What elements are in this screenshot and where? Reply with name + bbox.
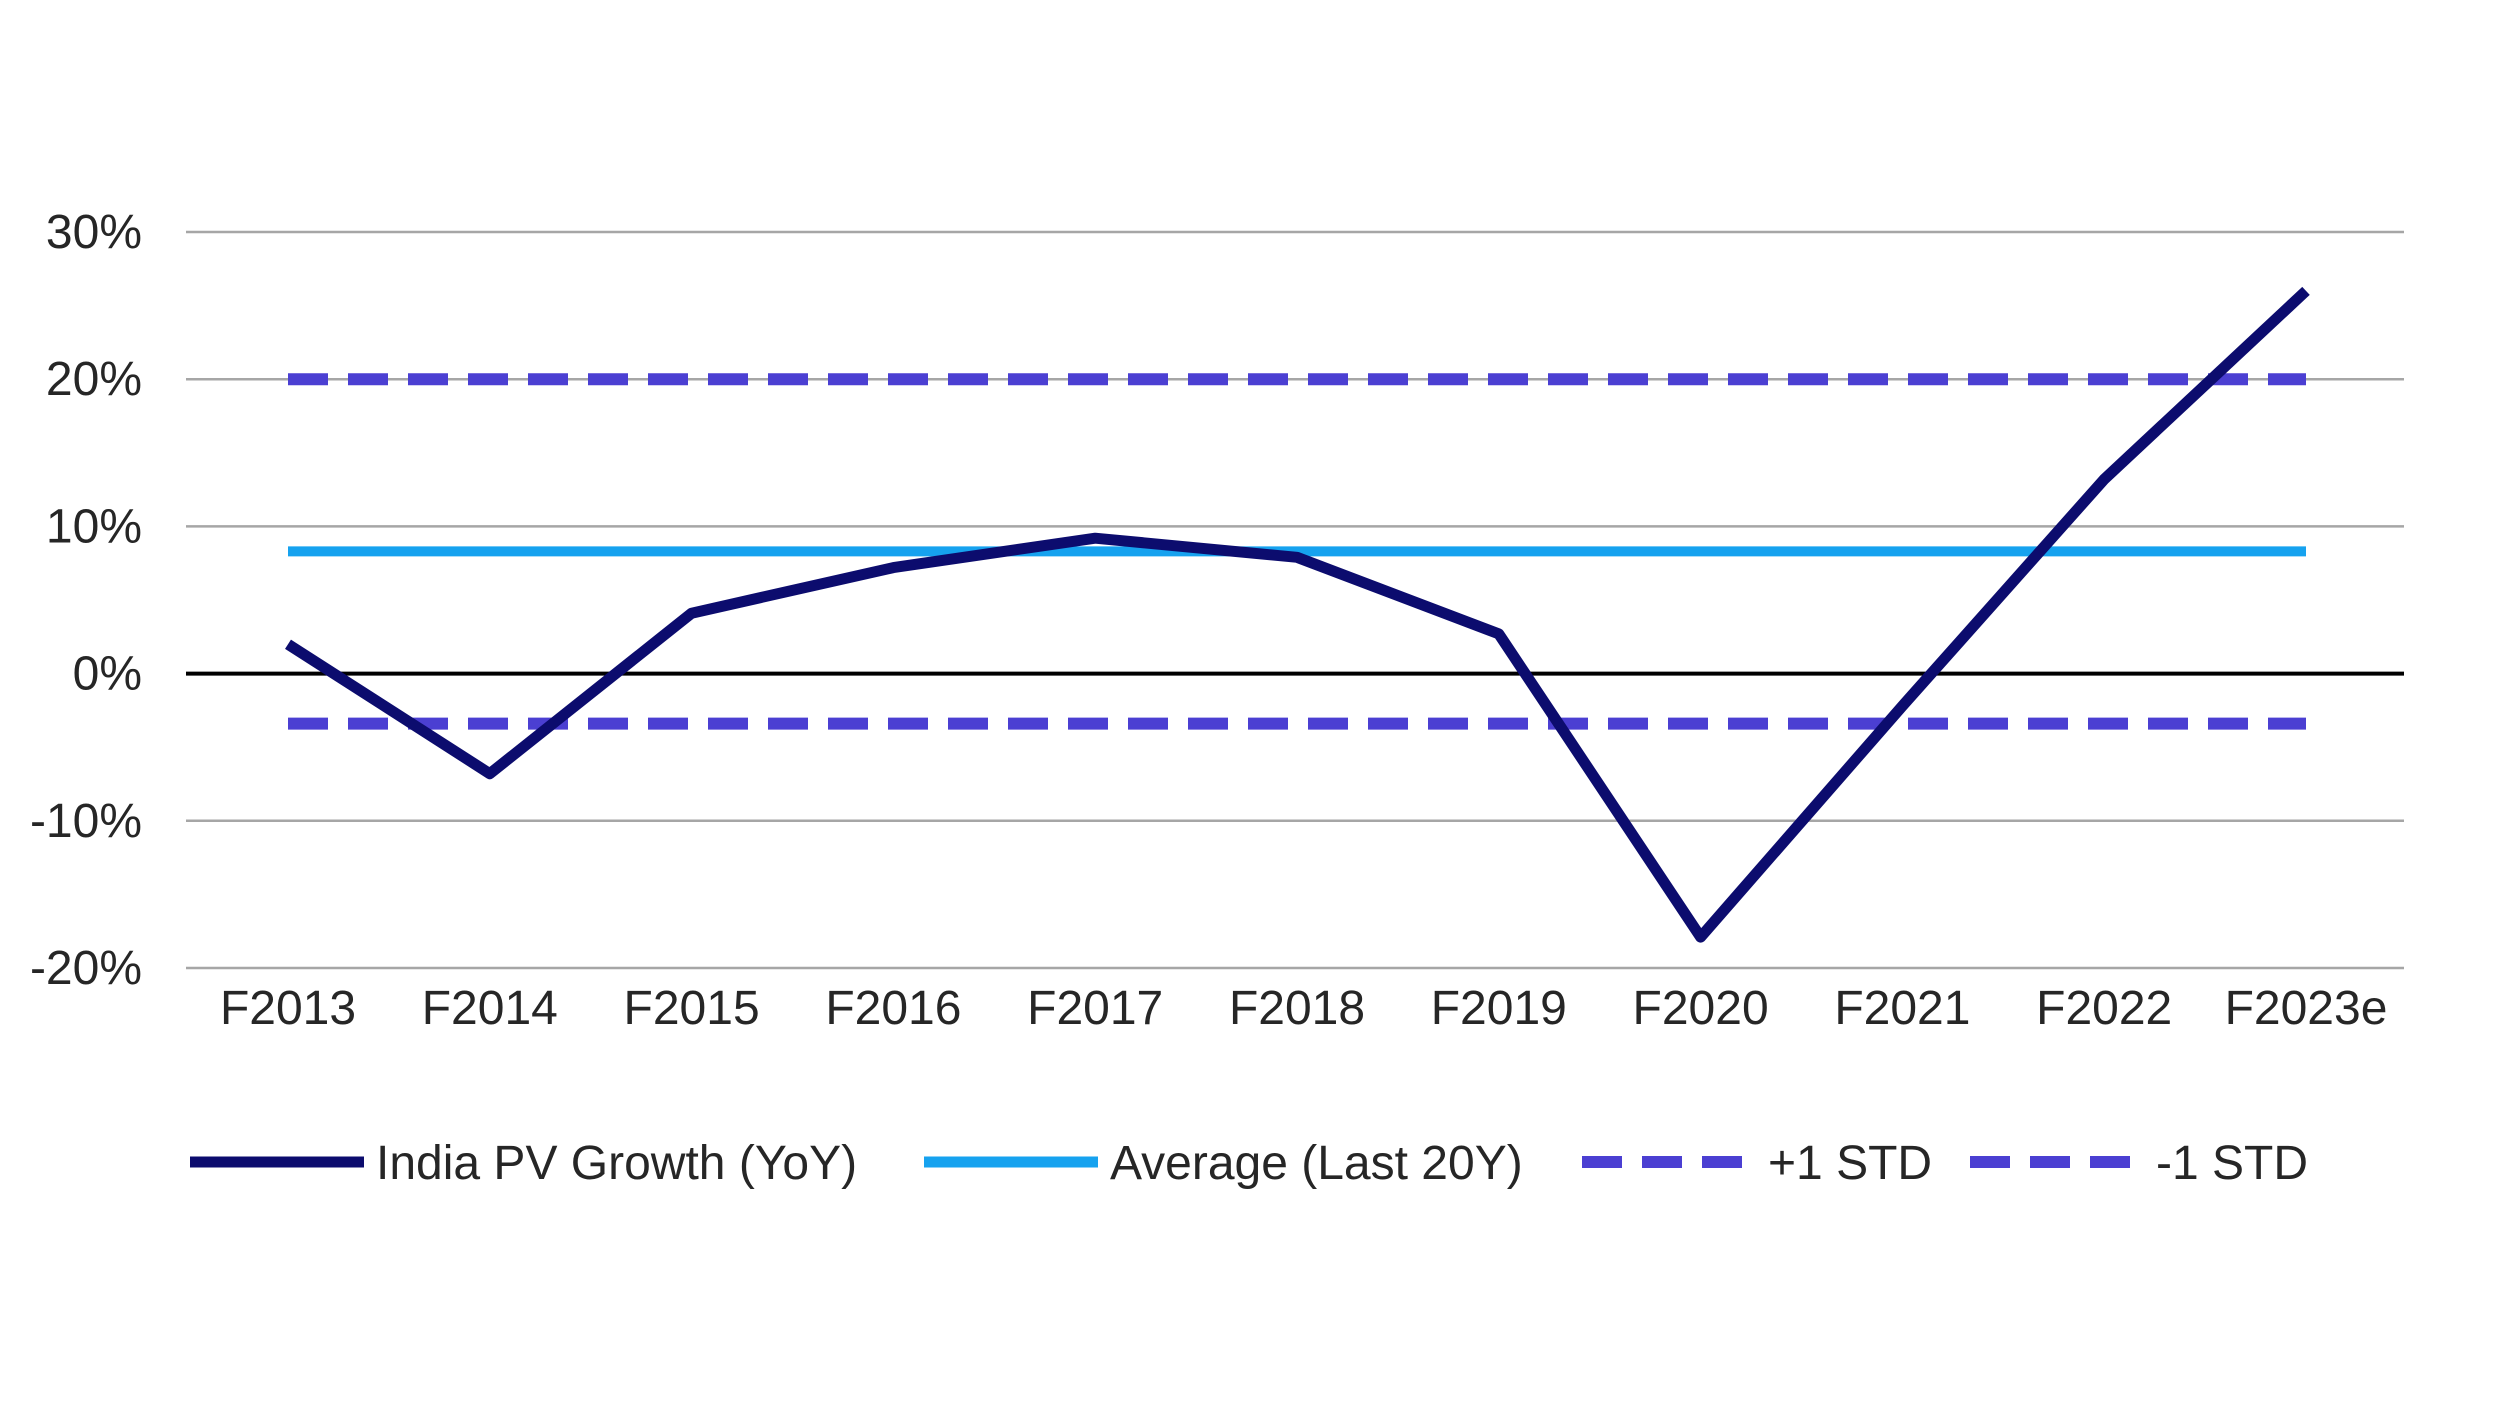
x-tick-label: F2013: [220, 982, 356, 1035]
series-lines: [285, 286, 2310, 943]
y-tick-label: -10%: [30, 795, 142, 848]
legend-label: -1 STD: [2156, 1137, 2308, 1190]
x-tick-label: F2017: [1027, 982, 1163, 1035]
y-axis-tick-labels: 30% 20% 10% 0% -10% -20%: [30, 206, 142, 995]
legend-label: India PV Growth (YoY): [376, 1137, 857, 1190]
legend-label: +1 STD: [1768, 1137, 1932, 1190]
legend: India PV Growth (YoY) Average (Last 20Y) +…: [190, 1137, 2308, 1190]
y-tick-label: 30%: [46, 206, 142, 259]
legend-item-average-last-20y: Average (Last 20Y): [924, 1137, 1523, 1190]
y-tick-label: 0%: [73, 648, 142, 701]
legend-item-1-std: -1 STD: [1970, 1137, 2308, 1190]
x-tick-label: F2015: [624, 982, 760, 1035]
y-tick-label: 20%: [46, 353, 142, 406]
series-line-india-pv-growth-yoy: [285, 286, 2310, 943]
gridlines: [186, 230, 2404, 970]
legend-label: Average (Last 20Y): [1110, 1137, 1523, 1190]
x-axis-tick-labels: F2013 F2014 F2015 F2016 F2017 F2018 F2019 F2020…: [220, 982, 2387, 1035]
x-tick-label: F2021: [1834, 982, 1970, 1035]
x-tick-label: F2023e: [2225, 982, 2388, 1035]
legend-item-india-pv-growth-yoy: India PV Growth (YoY): [190, 1137, 857, 1190]
y-tick-label: 10%: [46, 500, 142, 553]
x-tick-label: F2022: [2036, 982, 2172, 1035]
y-tick-label: -20%: [30, 942, 142, 995]
x-tick-label: F2018: [1229, 982, 1365, 1035]
x-tick-label: F2016: [825, 982, 961, 1035]
x-tick-label: F2014: [422, 982, 558, 1035]
legend-item-1-std: +1 STD: [1582, 1137, 1932, 1190]
x-tick-label: F2019: [1431, 982, 1567, 1035]
x-tick-label: F2020: [1633, 982, 1769, 1035]
